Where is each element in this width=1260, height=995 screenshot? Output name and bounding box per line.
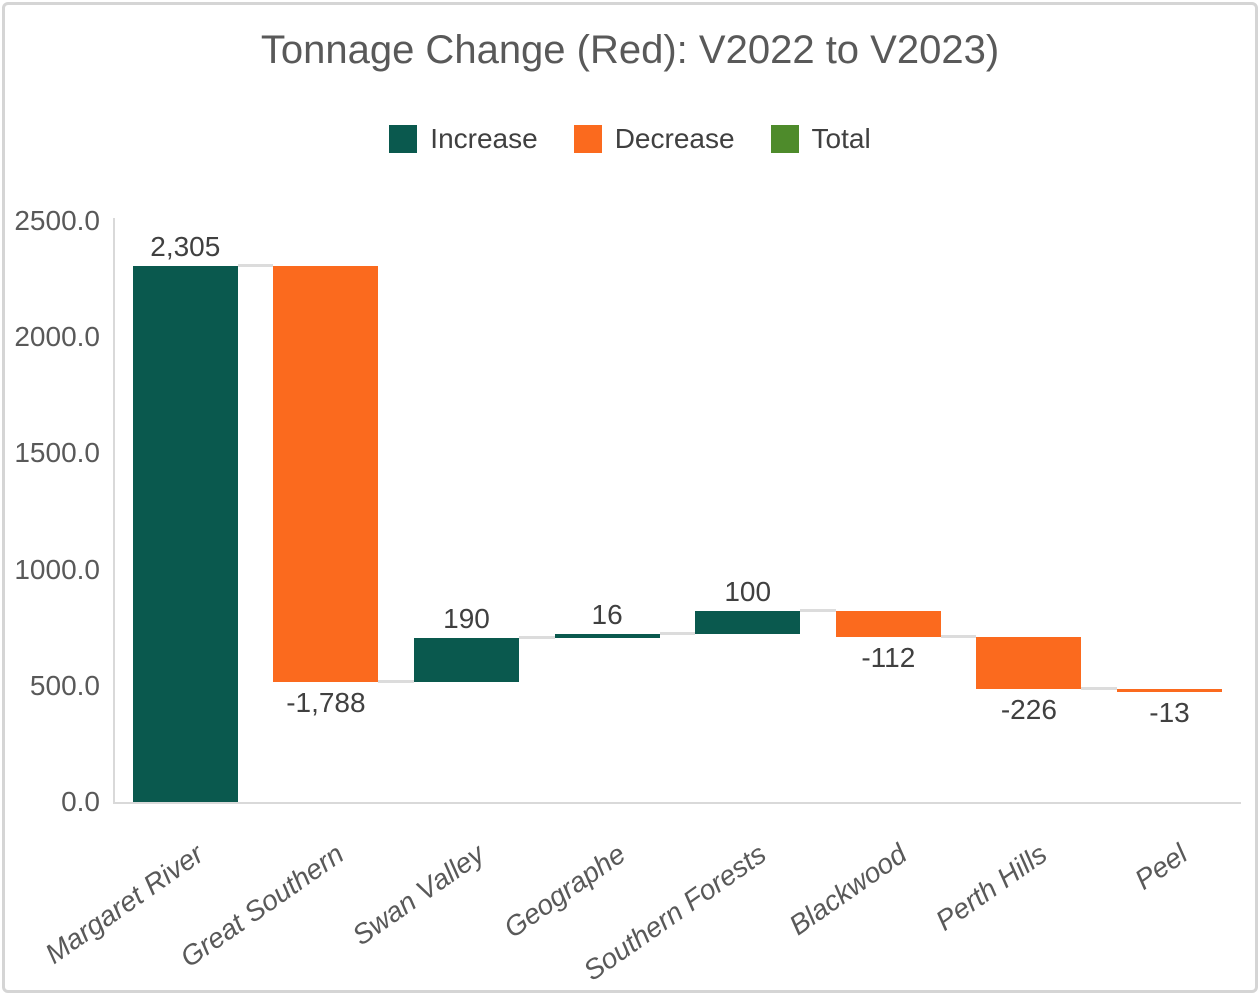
waterfall-connector <box>237 264 274 268</box>
waterfall-connector <box>519 635 555 639</box>
waterfall-bar-southern-forests[interactable] <box>695 610 801 634</box>
bar-value-label: -1,788 <box>286 686 366 718</box>
waterfall-connector <box>1081 687 1117 691</box>
legend-label: Increase <box>430 123 538 154</box>
legend-item-total[interactable]: Total <box>770 123 871 154</box>
waterfall-connector <box>800 608 836 612</box>
bar-value-label: 190 <box>443 602 490 634</box>
bar-value-label: 2,305 <box>150 231 221 263</box>
waterfall-bar-great-southern[interactable] <box>273 266 379 682</box>
y-axis-tick-label: 2500.0 <box>14 205 100 236</box>
legend-label: Decrease <box>614 123 735 154</box>
y-axis-tick-label: 0.0 <box>61 786 100 817</box>
bar-value-label: -226 <box>1000 694 1057 726</box>
waterfall-bar-swan-valley[interactable] <box>414 637 519 682</box>
waterfall-bar-perth-hills[interactable] <box>976 636 1082 690</box>
legend-item-increase[interactable]: Increase <box>389 123 538 154</box>
legend-label: Total <box>811 123 871 154</box>
legend: Increase Decrease Total <box>0 124 1260 154</box>
y-axis-tick-label: 500.0 <box>29 669 100 701</box>
y-axis-line <box>113 218 115 804</box>
waterfall-connector <box>659 631 696 635</box>
legend-swatch-decrease <box>573 125 602 153</box>
waterfall-bar-peel[interactable] <box>1117 689 1222 693</box>
legend-swatch-total <box>770 125 799 153</box>
y-axis-tick-label: 1000.0 <box>14 553 100 585</box>
waterfall-bar-margaret-river[interactable] <box>132 266 238 802</box>
legend-swatch-increase <box>389 125 418 153</box>
waterfall-bar-geographe[interactable] <box>554 633 660 638</box>
waterfall-bar-blackwood[interactable] <box>835 610 941 637</box>
x-axis-line <box>113 802 1241 804</box>
legend-item-decrease[interactable]: Decrease <box>573 123 735 154</box>
waterfall-connector <box>378 679 414 683</box>
bar-value-label: -13 <box>1149 697 1190 729</box>
y-axis-tick-label: 1500.0 <box>14 437 100 469</box>
bar-value-label: 16 <box>591 598 623 630</box>
chart-title: Tonnage Change (Red): V2022 to V2023) <box>260 28 1000 72</box>
bar-value-label: -112 <box>861 641 916 673</box>
waterfall-connector <box>940 634 977 638</box>
bar-value-label: 100 <box>724 575 772 607</box>
y-axis-tick-label: 2000.0 <box>14 321 100 353</box>
